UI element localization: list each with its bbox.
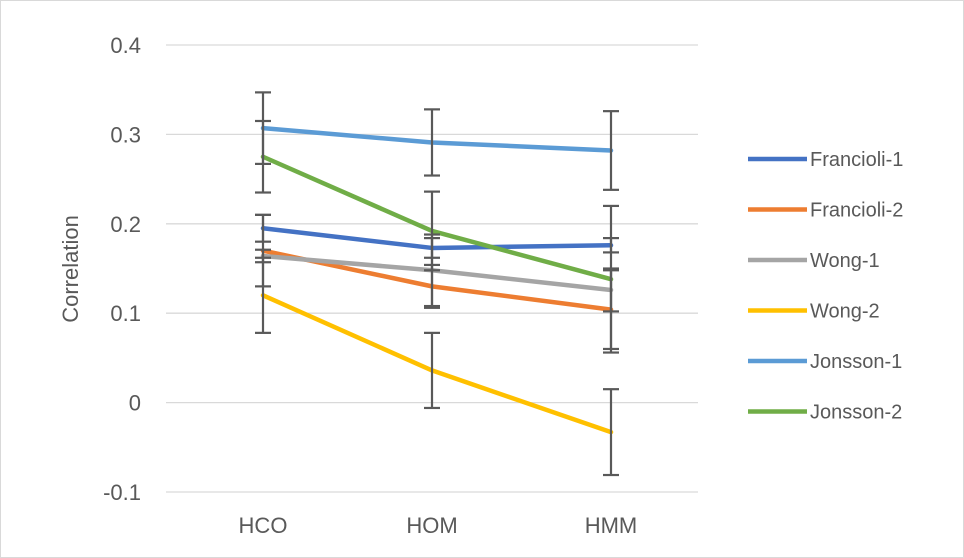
y-tick-label: 0.1	[110, 301, 141, 326]
y-tick-label: 0	[129, 391, 141, 416]
error-bar	[255, 119, 271, 194]
series-lines	[260, 125, 614, 435]
y-axis-title: Correlation	[58, 215, 83, 323]
y-tick-label: -0.1	[103, 480, 141, 505]
legend-item-jonsson-2: Jonsson-2	[748, 402, 902, 424]
legend-item-wong-2: Wong-2	[748, 301, 880, 323]
legend-item-francioli-2: Francioli-2	[748, 200, 903, 222]
error-bar	[255, 256, 271, 334]
y-tick-label: 0.4	[110, 33, 141, 58]
legend-item-jonsson-1: Jonsson-1	[748, 351, 902, 373]
x-axis-ticks: HCO HOM HMM	[239, 513, 638, 538]
y-tick-label: 0.2	[110, 212, 141, 237]
error-bars	[255, 91, 619, 477]
legend-label: Wong-2	[810, 301, 880, 323]
series-line-jonsson-1	[260, 125, 614, 153]
legend-item-wong-1: Wong-1	[748, 250, 880, 272]
y-axis-ticks: -0.1 0 0.1 0.2 0.3 0.4	[103, 33, 141, 505]
legend-label: Jonsson-1	[810, 351, 902, 373]
legend: Francioli-1 Francioli-2 Wong-1 Wong-2 Jonsso…	[748, 149, 903, 424]
error-bar	[424, 108, 440, 177]
legend-label: Wong-1	[810, 250, 880, 272]
x-tick-label: HOM	[406, 513, 457, 538]
error-bar	[603, 110, 619, 191]
legend-item-francioli-1: Francioli-1	[748, 149, 903, 171]
error-bar	[603, 388, 619, 477]
error-bar	[603, 204, 619, 354]
x-tick-label: HMM	[585, 513, 638, 538]
error-bar	[424, 331, 440, 410]
y-tick-label: 0.3	[110, 122, 141, 147]
legend-label: Francioli-2	[810, 200, 903, 222]
legend-label: Jonsson-2	[810, 402, 902, 424]
series-line-wong-2	[260, 293, 614, 435]
error-bar	[424, 190, 440, 272]
legend-label: Francioli-1	[810, 149, 903, 171]
x-tick-label: HCO	[239, 513, 288, 538]
